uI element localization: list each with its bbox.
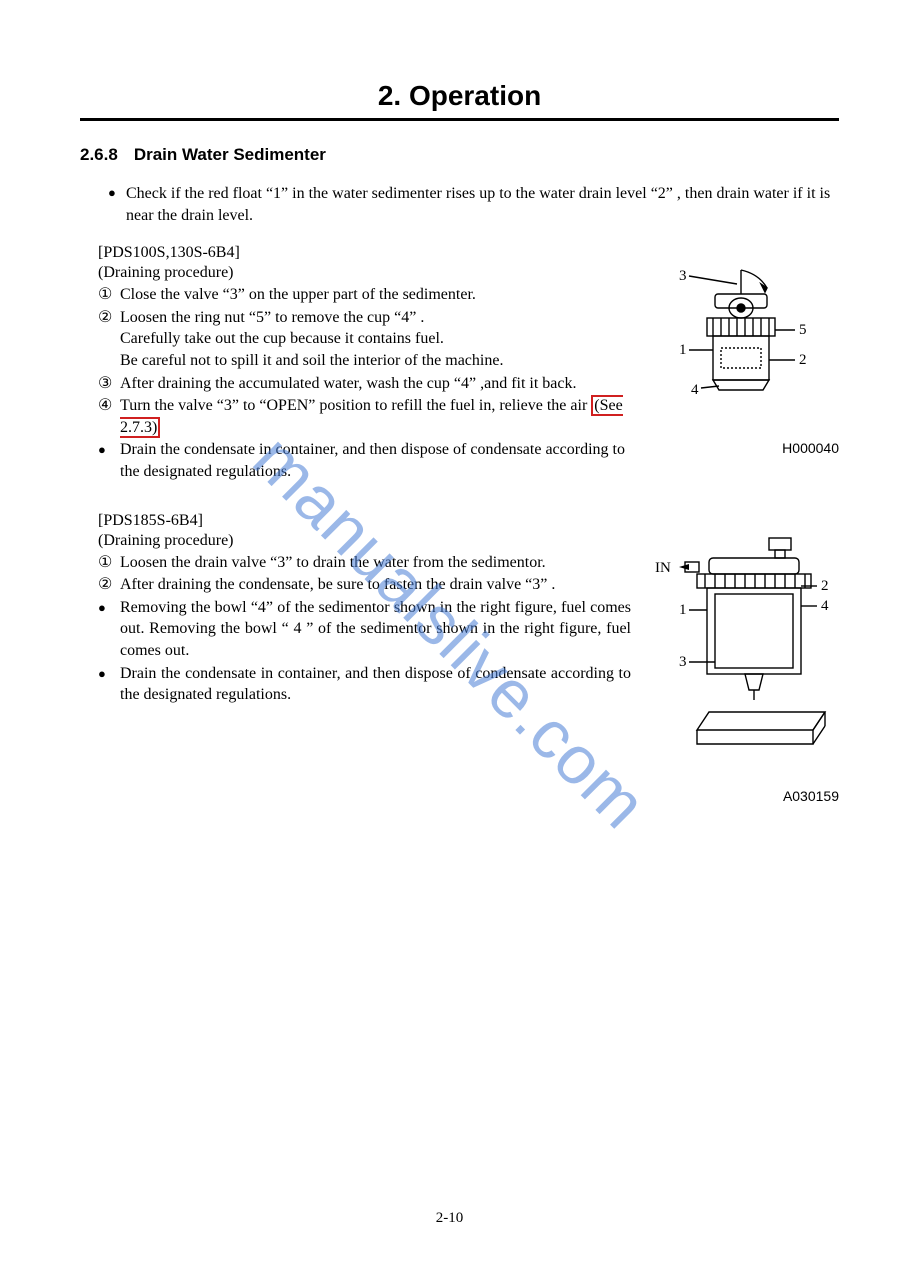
- figure-id-a: H000040: [649, 440, 839, 456]
- step-marker: ③: [98, 373, 112, 395]
- bullet-text: Drain the condensate in container, and t…: [120, 441, 625, 480]
- model-label-b: [PDS185S-6B4]: [98, 512, 839, 530]
- bullet-text: Removing the bowl “4” of the sedimentor …: [120, 599, 631, 659]
- in-label: IN: [655, 560, 671, 576]
- sedimenter-figure-b: IN 1 2 4 3: [649, 532, 839, 782]
- bullet-marker: ●: [98, 441, 106, 459]
- section-title: Drain Water Sedimenter: [134, 145, 326, 164]
- bullet-marker: ●: [98, 599, 106, 617]
- callout-5: 5: [799, 322, 807, 338]
- callout-2: 2: [799, 352, 807, 368]
- bullet-marker: ●: [98, 665, 106, 683]
- bullet-text: Drain the condensate in container, and t…: [120, 665, 631, 704]
- procedure-label-a: (Draining procedure): [98, 264, 631, 282]
- section-heading: 2.6.8 Drain Water Sedimenter: [80, 145, 839, 165]
- step-marker: ④: [98, 395, 112, 417]
- figure-id-b: A030159: [649, 788, 839, 804]
- callout-3: 3: [679, 268, 687, 284]
- step-text: Turn the valve “3” to “OPEN” position to…: [120, 397, 591, 414]
- bullet-item: ● Drain the condensate in container, and …: [98, 439, 631, 482]
- callout-4: 4: [691, 382, 699, 398]
- step-marker: ②: [98, 307, 112, 329]
- sedimenter-figure-a: 3 1 5 2 4: [649, 264, 839, 434]
- bullet-list-a: ● Drain the condensate in container, and …: [98, 439, 631, 482]
- callout-3: 3: [679, 654, 687, 670]
- step-marker: ①: [98, 284, 112, 306]
- step-marker: ②: [98, 574, 112, 596]
- callout-1: 1: [679, 602, 687, 618]
- model-label-a: [PDS100S,130S-6B4]: [98, 244, 839, 262]
- bullet-list-b: ● Removing the bowl “4” of the sedimentor…: [98, 597, 631, 706]
- callout-1: 1: [679, 342, 687, 358]
- procedure-label-b: (Draining procedure): [98, 532, 631, 550]
- step-item: ① Loosen the drain valve “3” to drain the…: [98, 552, 631, 574]
- step-item: ② Loosen the ring nut “5” to remove the c…: [98, 307, 631, 372]
- steps-list-a: ① Close the valve “3” on the upper part o…: [98, 284, 631, 438]
- step-item: ① Close the valve “3” on the upper part o…: [98, 284, 631, 306]
- intro-bullet: Check if the red float “1” in the water …: [108, 183, 839, 226]
- step-text: Loosen the ring nut “5” to remove the cu…: [120, 309, 503, 369]
- page-number: 2-10: [0, 1210, 899, 1227]
- step-item: ② After draining the condensate, be sure …: [98, 574, 631, 596]
- callout-2: 2: [821, 578, 829, 594]
- step-text: Loosen the drain valve “3” to drain the …: [120, 554, 546, 571]
- step-marker: ①: [98, 552, 112, 574]
- chapter-title: 2. Operation: [80, 80, 839, 121]
- step-item: ③ After draining the accumulated water, w…: [98, 373, 631, 395]
- step-text: After draining the condensate, be sure t…: [120, 576, 555, 593]
- step-text: After draining the accumulated water, wa…: [120, 375, 577, 392]
- section-number: 2.6.8: [80, 145, 118, 164]
- bullet-item: ● Removing the bowl “4” of the sedimentor…: [98, 597, 631, 662]
- steps-list-b: ① Loosen the drain valve “3” to drain the…: [98, 552, 631, 596]
- step-item: ④ Turn the valve “3” to “OPEN” position t…: [98, 395, 631, 438]
- bullet-item: ● Drain the condensate in container, and …: [98, 663, 631, 706]
- callout-4: 4: [821, 598, 829, 614]
- step-text: Close the valve “3” on the upper part of…: [120, 286, 476, 303]
